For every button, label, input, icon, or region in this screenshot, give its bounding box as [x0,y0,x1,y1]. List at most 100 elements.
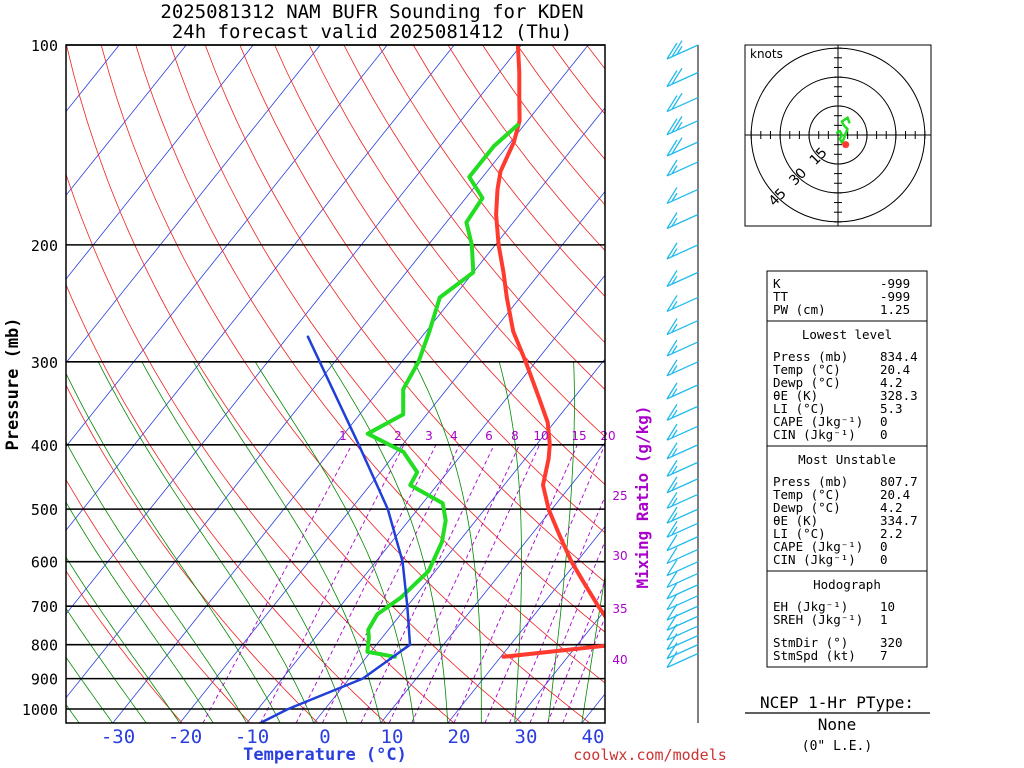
moist-adiabat-line [66,501,214,723]
wind-barb [666,212,699,230]
index-label: CIN (Jkg⁻¹) [773,427,856,442]
wind-barb-half-flag [671,275,678,285]
index-value: 320 [880,635,903,650]
index-label: K [773,276,781,291]
index-label: Dewp (°C) [773,375,841,390]
wind-barb-staff [666,595,699,611]
wind-barb-staff [666,625,699,641]
storm-motion-marker [842,141,850,149]
wind-barb [666,593,699,611]
mixing-ratio-label: 3 [425,429,433,443]
mixing-ratio-label: 6 [485,429,493,443]
hodograph-trace [835,116,851,144]
wind-barb-flag [666,318,678,335]
wind-barbs [666,40,699,723]
wind-barb [666,603,699,621]
index-value: -999 [880,289,910,304]
mixing-ratio-line [547,580,605,723]
wind-barb [666,187,699,205]
index-label: θE (K) [773,513,818,528]
indices-box [766,270,928,668]
dry-adiabat-line [66,384,319,723]
index-value: 2.2 [880,526,903,541]
wind-barb [666,459,699,477]
wind-barb [666,242,699,260]
index-label: StmSpd (kt) [773,648,856,663]
hodograph-units-label: knots [750,47,783,61]
mixing-ratio-line [529,540,605,723]
wind-barb-half-flag [671,526,678,536]
index-label: Temp (°C) [773,362,841,377]
wind-barb [666,67,699,88]
wind-barb-staff [666,644,699,660]
wind-barb-flag [671,116,683,133]
wind-barb-flag [671,67,683,85]
index-value: -999 [880,276,910,291]
mixing-ratio-label: 20 [600,429,615,443]
wind-barb-staff [666,615,699,631]
wind-barb-staff [666,561,699,577]
index-value: 0 [880,427,888,442]
mixing-ratio-lines [202,444,605,723]
mixing-ratio-label: 1 [339,429,347,443]
moist-adiabat-line [66,556,181,723]
index-value: 0 [880,552,888,567]
wind-barb-flag [666,339,678,357]
wind-barb [666,642,699,660]
y-tick-label: 900 [31,671,58,689]
wind-barb-staff [666,652,699,669]
mixing-ratio-axis-label: Mixing Ratio (g/kg) [633,405,652,588]
wind-barb [666,159,699,177]
wind-barb-flag [666,506,678,524]
dry-adiabat-line [66,570,183,723]
wind-barb-half-flag [671,217,678,227]
isotherm-line [66,45,388,448]
wind-barb-flag [666,442,678,460]
index-label: TT [773,289,789,304]
index-section-heading: Hodograph [813,577,881,592]
wind-barb-flag [666,476,678,494]
index-label: θE (K) [773,388,818,403]
mixing-ratio-label: 15 [571,429,586,443]
wind-barb-half-flag [671,365,678,374]
moist-adiabat-line [498,361,522,723]
chart-title: 2025081312 NAM BUFR Sounding for KDEN [160,1,583,23]
isotherm-line [66,45,455,531]
temperature-line [494,45,605,659]
wind-barb [666,137,699,157]
wind-barb-flag [666,582,678,600]
wind-barb-staff [666,605,699,621]
wind-barb-half-flag [671,345,678,354]
dry-adiabat-line [100,45,591,723]
index-value: 20.4 [880,487,910,502]
moist-adiabat-line [254,361,415,723]
moist-adiabat-line [66,441,248,723]
isotherm-line [112,107,605,723]
mixing-ratio-line [388,444,520,723]
footer-credit: coolwx.com/models [573,746,727,764]
wind-barb [666,403,699,421]
wind-barb-flag [666,623,678,641]
hodograph-ring-label: 30 [786,165,810,189]
index-label: Press (mb) [773,474,848,489]
mixing-ratio-label: 8 [511,429,519,443]
plot-frame [65,44,606,724]
dry-adiabat-line [66,45,523,723]
index-value: 0 [880,414,888,429]
wind-barb [666,582,699,600]
wind-barb-staff [666,548,699,565]
mixing-ratio-line [411,444,541,723]
isotherm-line [66,45,321,364]
index-value: 1 [880,612,888,627]
x-tick-label: 20 [448,726,471,748]
mixing-ratio-label: 10 [533,429,548,443]
wind-barb-flag [671,40,683,58]
wind-barb-half-flag [671,165,678,174]
wind-barb [666,613,699,631]
dry-adiabat-line [239,45,605,534]
moist-adiabat-line [413,361,482,723]
moist-adiabat-line [328,361,449,723]
wind-barb-staff [666,572,699,589]
